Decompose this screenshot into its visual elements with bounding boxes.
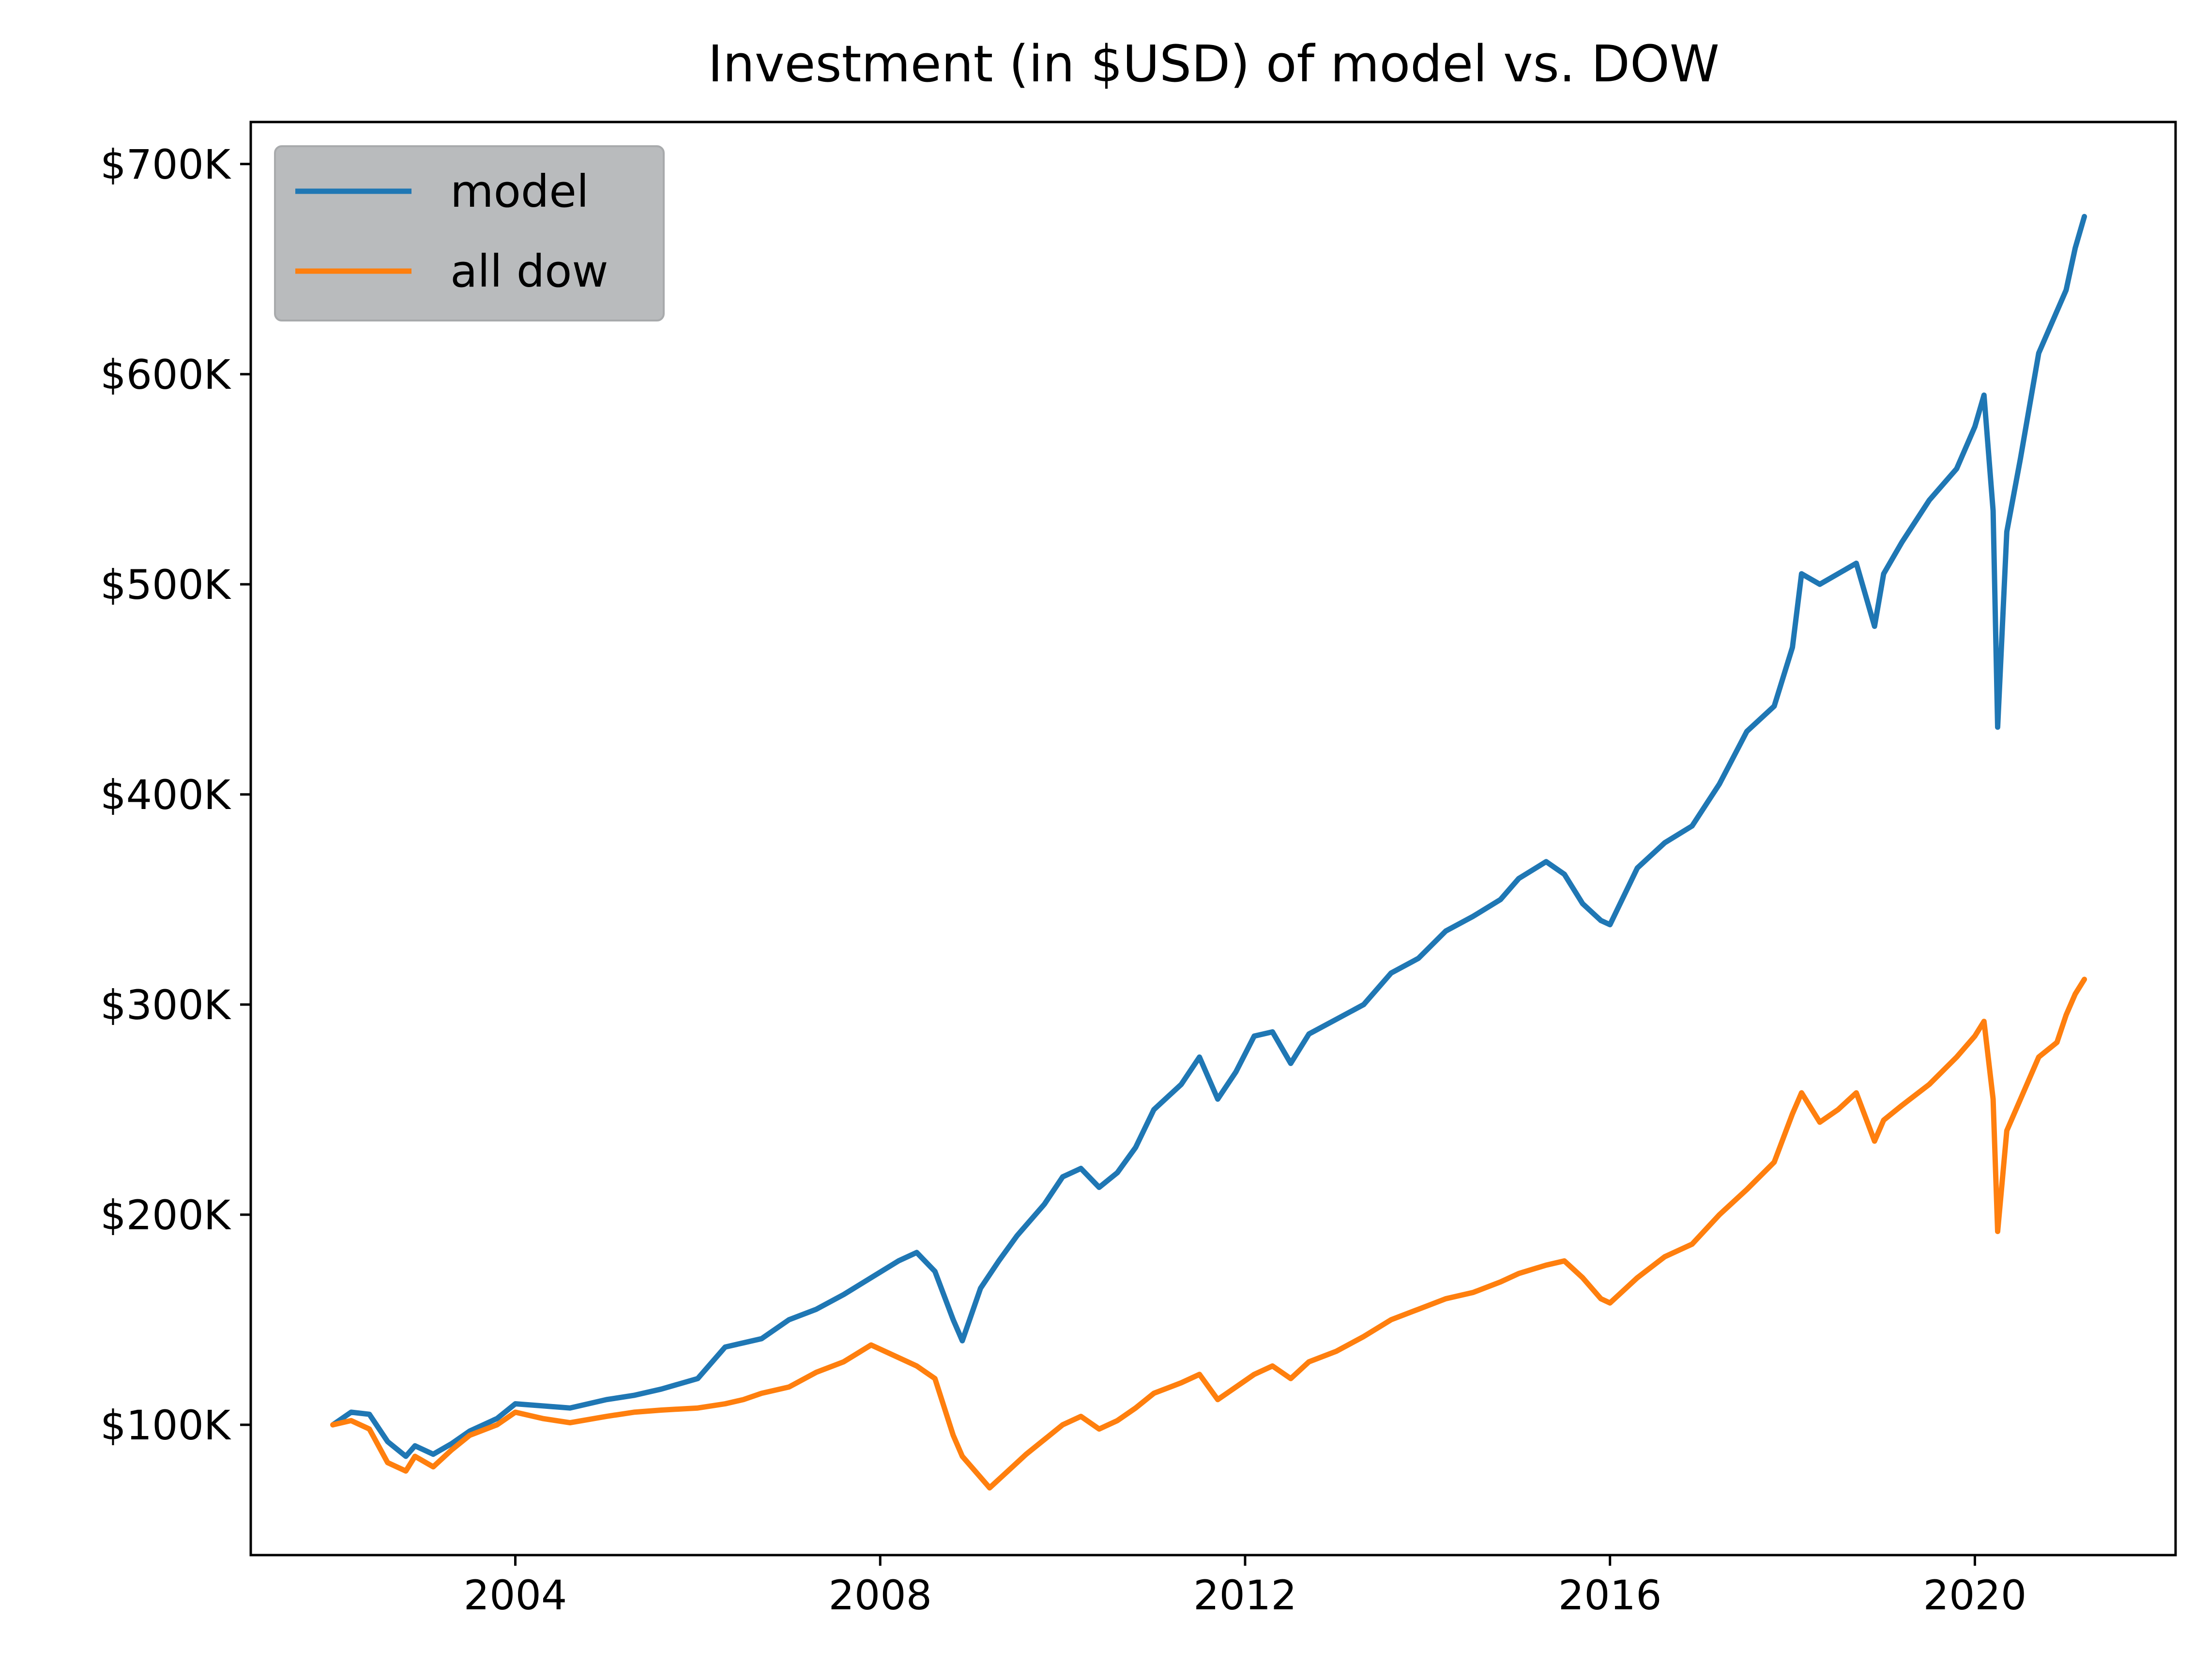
x-tick-label: 2020 [1923,1572,2027,1619]
y-tick-label: $500K [100,561,231,609]
y-tick-label: $200K [100,1191,231,1239]
series-line-model [330,214,2087,1459]
plot-frame [249,121,2177,1557]
x-tick-label: 2012 [1193,1572,1297,1619]
y-tick-label: $600K [100,351,231,398]
series-line-all-dow [330,977,2087,1491]
y-tick-label: $100K [100,1402,231,1449]
x-axis: 2004 2008 2012 2016 2020 [464,1555,2027,1619]
y-tick-label: $300K [100,981,231,1029]
legend-label: all dow [450,245,609,297]
chart-title: Investment (in $USD) of model vs. DOW [708,34,1719,93]
y-tick-label: $400K [100,771,231,819]
plot-area [330,214,2087,1491]
legend-label: model [450,166,589,217]
x-tick-label: 2008 [828,1572,932,1619]
y-tick-label: $700K [100,141,231,188]
x-tick-label: 2004 [464,1572,567,1619]
x-tick-label: 2016 [1558,1572,1662,1619]
legend: model all dow [274,145,665,321]
y-axis: $100K $200K $300K $400K $500K $600K $700K [100,141,251,1449]
